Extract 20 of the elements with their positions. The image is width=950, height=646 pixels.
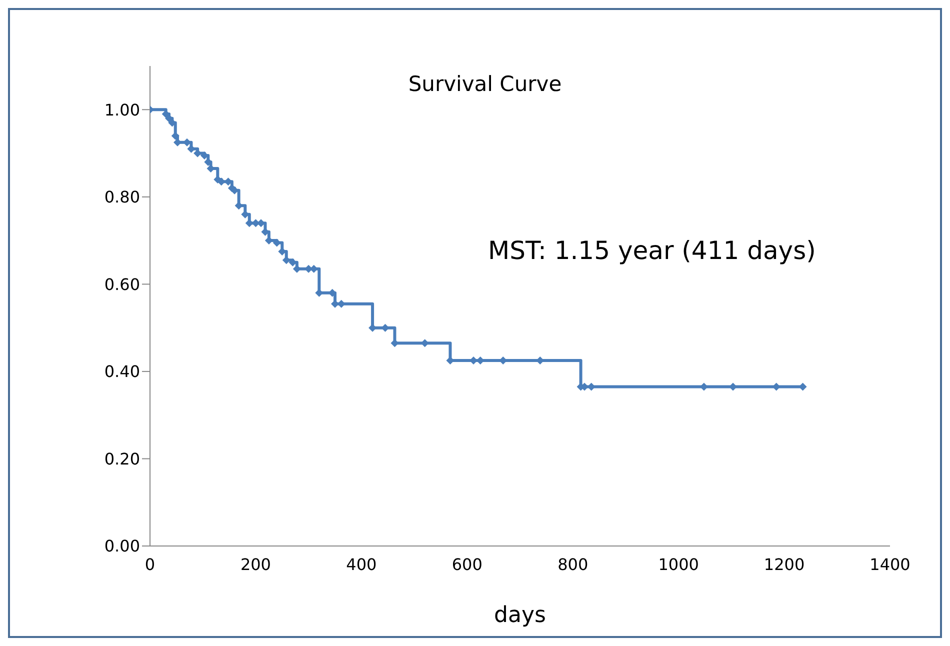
point	[282, 256, 290, 264]
y-tick-label: 0.00	[104, 536, 140, 556]
y-tick-label: 0.20	[104, 449, 140, 468]
y-tick-label: 0.60	[104, 274, 140, 294]
annotation: MST: 1.15 year (411 days)	[488, 236, 816, 265]
x-tick-label: 0	[144, 555, 156, 574]
y-tick-label: 1.00	[104, 100, 140, 120]
y-tick-label: 0.80	[104, 188, 140, 207]
chart-title: Survival Curve	[407, 72, 563, 96]
point	[183, 138, 191, 146]
x-tick-label: 1400	[870, 555, 910, 574]
y-tick-label: 0.40	[104, 362, 140, 382]
x-tick-label: 600	[452, 555, 482, 574]
point	[245, 219, 254, 228]
x-tick-label: 1200	[764, 555, 805, 574]
x-tick-label: 400	[346, 555, 377, 574]
x-tick-label: 1000	[658, 555, 699, 574]
x-tick-label: 200	[240, 555, 271, 574]
x-tick-label: 800	[558, 555, 588, 574]
x-axis-title: days	[494, 603, 546, 628]
